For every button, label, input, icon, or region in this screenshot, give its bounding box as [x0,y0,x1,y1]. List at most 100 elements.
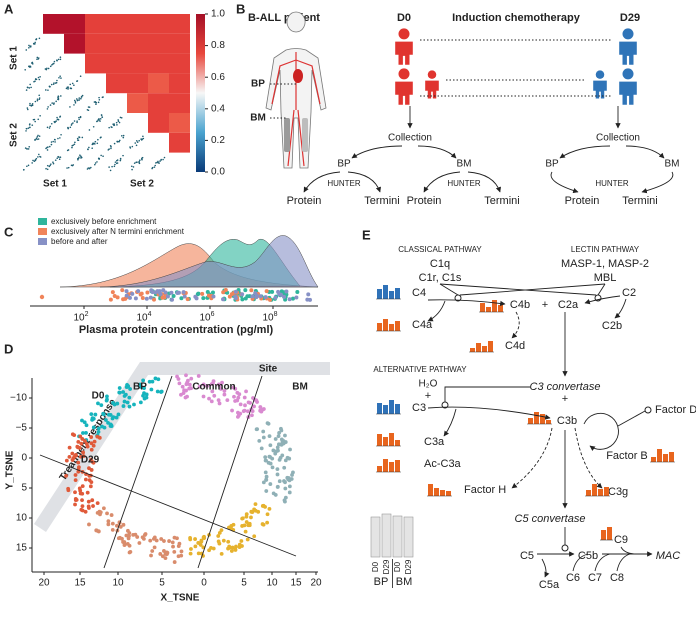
scatter-glyph [49,65,52,68]
tsne-dot [230,408,234,413]
strip-dot [240,297,245,302]
tsne-dot [264,474,269,479]
person-body [425,80,439,99]
day-label: D0 [92,391,105,402]
method-label: HUNTER [327,179,361,188]
scatter-glyph [53,82,55,84]
protein-label: C4a [412,319,433,331]
tsne-dot [89,480,94,484]
scatter-glyph [34,100,37,103]
histogram-bar [383,437,388,446]
scatter-glyph [160,159,162,161]
tsne-dot [76,460,81,465]
strip-dot [294,295,299,300]
tsne-dot [177,381,182,386]
scatter-glyph [93,101,96,103]
panel-label: D [4,341,13,356]
heatmap-cell [148,33,169,54]
scatter-glyph [67,127,69,129]
scatter-glyph [114,163,116,166]
strip-dot [140,295,145,300]
tsne-dot [171,544,175,549]
scatter-glyph [115,121,118,124]
scatter-glyph [110,147,112,150]
row-group-label: Set 1 [9,46,20,70]
y-tick-label: 15 [16,543,28,554]
tsne-dot [89,447,94,452]
tsne-dot [84,442,89,446]
scatter-glyph [58,76,60,79]
scatter-glyph [49,125,51,128]
strip-dot [233,294,238,299]
scatter-glyph [109,169,112,172]
heatmap-cell [169,132,190,153]
tsne-dot [275,467,280,472]
pathway-component: MASP-1, MASP-2 [561,258,649,270]
scatter-glyph [36,98,39,100]
scatter-glyph [59,58,62,61]
scatter-glyph [69,106,71,108]
tsne-dot [64,458,69,463]
tsne-dot [287,490,292,495]
scatter-glyph [36,58,38,61]
scatter-glyph [76,80,78,83]
scatter-glyph [141,156,144,159]
tsne-dot [282,465,287,470]
tsne-dot [95,510,100,515]
tsne-dot [253,508,258,513]
protein-label: Factor B [606,450,648,462]
tsne-dot [150,379,155,384]
tsne-dot [211,381,215,386]
tsne-dot [67,445,72,450]
scatter-glyph [34,41,36,44]
scatter-glyph [108,166,110,168]
histogram-bar [669,452,674,462]
y-tick-label: 5 [21,483,27,494]
tsne-dot [217,401,222,406]
tsne-dot [264,489,269,493]
scatter-glyph [69,83,72,86]
tsne-dot [76,445,80,450]
site-label: BM [457,159,472,170]
tsne-dot [97,435,102,440]
method-label: HUNTER [595,179,629,188]
scatter-glyph [29,83,31,86]
x-tick-label: 0 [201,578,207,589]
scatter-glyph [49,85,51,88]
scatter-glyph [28,65,31,68]
connector [559,145,611,159]
body-site-label: BM [250,113,266,124]
tsne-dot [184,388,188,393]
scatter-glyph [39,155,41,158]
strip-dot [169,290,174,295]
scatter-glyph [73,120,76,122]
tsne-dot [264,458,268,463]
tsne-dot [143,532,148,536]
heatmap-cell [127,73,148,94]
histogram-bar [540,414,545,424]
scatter-glyph [25,89,28,91]
scatter-glyph [73,104,75,106]
scatter-glyph [87,148,89,151]
vessels [271,52,321,167]
tsne-dot [239,539,244,543]
tsne-dot [158,552,163,556]
scatter-glyph [73,99,76,102]
tsne-dot [91,416,96,421]
connector [439,283,459,296]
scatter-glyph [38,37,41,40]
scatter-glyph [112,123,114,125]
scatter-glyph [46,168,49,171]
scatter-glyph [46,126,49,129]
person-body [619,41,637,65]
histogram-bar [389,462,394,472]
strip-dot [223,288,228,293]
scatter-glyph [134,142,137,144]
tsne-dot [106,412,111,417]
scatter-glyph [142,137,145,140]
scatter-glyph [56,118,59,121]
scatter-glyph [157,161,160,164]
day-label: D29 [81,455,100,466]
scatter-glyph [100,114,103,117]
tsne-dot [189,376,194,381]
